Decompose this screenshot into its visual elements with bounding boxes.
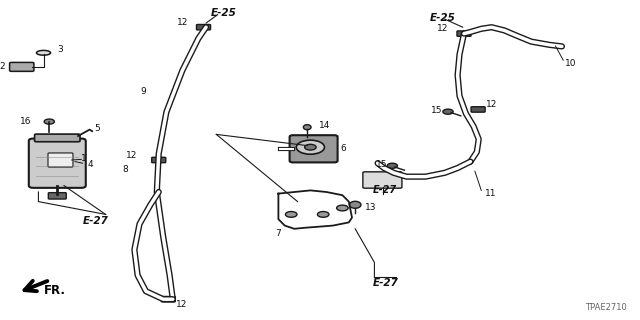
Text: E-27: E-27 xyxy=(373,185,397,196)
Text: 15: 15 xyxy=(376,160,387,169)
Text: 9: 9 xyxy=(140,87,146,96)
FancyBboxPatch shape xyxy=(471,107,485,112)
FancyBboxPatch shape xyxy=(457,31,471,36)
FancyBboxPatch shape xyxy=(35,134,80,142)
FancyBboxPatch shape xyxy=(29,139,86,188)
Text: 12: 12 xyxy=(177,18,189,27)
Text: 12: 12 xyxy=(486,100,498,109)
FancyBboxPatch shape xyxy=(290,135,338,162)
Text: 12: 12 xyxy=(436,24,448,33)
Text: E-27: E-27 xyxy=(83,216,109,226)
FancyBboxPatch shape xyxy=(152,157,166,163)
Circle shape xyxy=(317,212,329,217)
Text: 5: 5 xyxy=(95,124,100,133)
FancyBboxPatch shape xyxy=(48,153,73,167)
Text: 4: 4 xyxy=(88,160,93,169)
Ellipse shape xyxy=(303,124,311,130)
FancyBboxPatch shape xyxy=(161,296,175,302)
Text: 14: 14 xyxy=(319,121,330,130)
Text: E-25: E-25 xyxy=(430,12,456,23)
Text: 13: 13 xyxy=(365,204,376,212)
Circle shape xyxy=(44,119,54,124)
Text: E-25: E-25 xyxy=(211,8,237,19)
Circle shape xyxy=(387,163,397,168)
Text: 7: 7 xyxy=(276,229,281,238)
FancyBboxPatch shape xyxy=(49,193,67,199)
Circle shape xyxy=(305,144,316,150)
Text: E-27: E-27 xyxy=(372,278,398,288)
Circle shape xyxy=(443,109,453,114)
Text: 1: 1 xyxy=(81,154,87,163)
Text: FR.: FR. xyxy=(44,284,65,297)
Circle shape xyxy=(296,140,324,154)
Text: 16: 16 xyxy=(20,117,31,126)
Text: TPAE2710: TPAE2710 xyxy=(586,303,627,312)
FancyBboxPatch shape xyxy=(363,172,402,188)
Text: 8: 8 xyxy=(122,165,128,174)
Text: 10: 10 xyxy=(564,60,576,68)
FancyBboxPatch shape xyxy=(10,62,34,71)
Text: 12: 12 xyxy=(176,300,188,309)
Ellipse shape xyxy=(36,50,51,55)
Text: 12: 12 xyxy=(126,151,138,160)
Text: 2: 2 xyxy=(0,62,5,71)
Ellipse shape xyxy=(349,201,361,208)
Text: 11: 11 xyxy=(485,189,497,198)
FancyBboxPatch shape xyxy=(196,24,211,30)
Text: 3: 3 xyxy=(58,45,63,54)
Text: 6: 6 xyxy=(340,144,346,153)
Circle shape xyxy=(285,212,297,217)
Text: 15: 15 xyxy=(431,106,443,115)
Circle shape xyxy=(337,205,348,211)
